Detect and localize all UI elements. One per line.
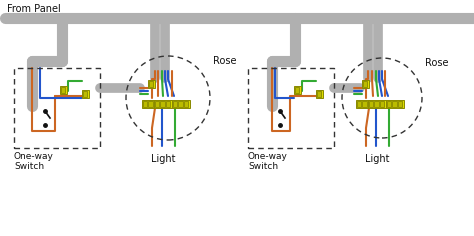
Bar xyxy=(357,101,362,106)
Text: One-way
Switch: One-way Switch xyxy=(14,152,54,171)
Bar xyxy=(61,87,65,93)
Bar xyxy=(398,101,402,106)
Text: Light: Light xyxy=(151,154,175,164)
Bar xyxy=(82,89,90,98)
Bar xyxy=(369,101,374,106)
Bar xyxy=(154,100,173,108)
Bar xyxy=(317,91,321,97)
Bar xyxy=(149,81,154,87)
Bar xyxy=(172,100,191,108)
Bar xyxy=(368,100,386,108)
Bar xyxy=(184,101,189,106)
Bar xyxy=(294,85,301,94)
Bar xyxy=(248,68,334,148)
Text: One-way
Switch: One-way Switch xyxy=(248,152,288,171)
Bar xyxy=(363,101,367,106)
Bar xyxy=(363,81,367,87)
Bar xyxy=(60,85,67,94)
Bar xyxy=(356,100,369,108)
Text: Light: Light xyxy=(365,154,389,164)
Bar xyxy=(148,101,153,106)
Bar xyxy=(386,100,404,108)
Bar xyxy=(380,101,384,106)
Bar xyxy=(374,101,379,106)
Bar xyxy=(179,101,183,106)
Bar xyxy=(148,80,155,88)
Bar xyxy=(14,68,100,148)
Text: From Panel: From Panel xyxy=(7,4,61,14)
Bar xyxy=(316,89,323,98)
Bar xyxy=(392,101,397,106)
Bar xyxy=(166,101,171,106)
Bar xyxy=(143,101,147,106)
Bar xyxy=(83,91,88,97)
Bar xyxy=(362,80,370,88)
Bar xyxy=(155,101,159,106)
Bar xyxy=(387,101,392,106)
Bar xyxy=(295,87,300,93)
Text: Rose: Rose xyxy=(213,56,237,66)
Bar xyxy=(173,101,177,106)
Text: Rose: Rose xyxy=(425,58,448,68)
Bar xyxy=(142,100,155,108)
Bar xyxy=(161,101,165,106)
